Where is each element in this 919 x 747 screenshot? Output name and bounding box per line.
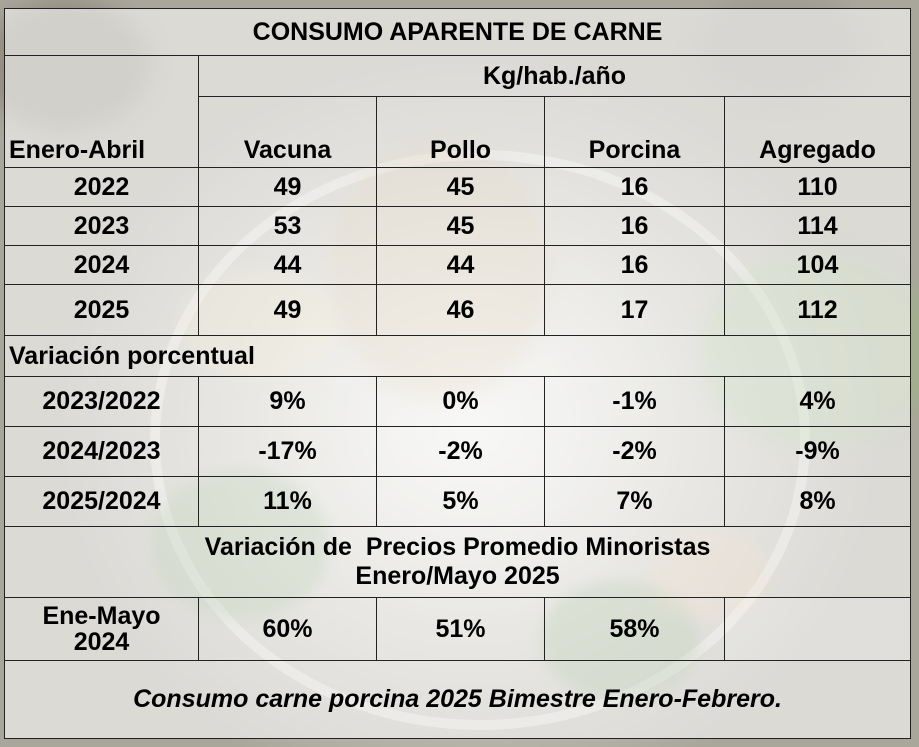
value-cell: 11% — [198, 476, 377, 527]
price-period-line1: Ene-Mayo — [42, 601, 161, 630]
value-cell: 112 — [723, 284, 912, 336]
value-cell: 8% — [723, 476, 912, 527]
variation-period-label: 2024/2023 — [4, 426, 199, 477]
value-cell: 49 — [198, 167, 377, 207]
price-title-line2: Enero/Mayo 2025 — [355, 562, 560, 590]
price-title-line1: Variación de Precios Promedio Minoristas — [204, 533, 711, 562]
value-cell: 51% — [376, 597, 545, 661]
price-section-title: Variación de Precios Promedio Minoristas… — [3, 526, 912, 598]
column-header-agregado: Agregado — [723, 96, 912, 168]
table-row: 2023 53 45 16 114 — [4, 206, 912, 246]
value-cell: -9% — [723, 426, 912, 477]
value-cell: 49 — [198, 284, 377, 336]
value-cell — [723, 597, 912, 661]
value-cell: -2% — [376, 426, 545, 477]
value-cell: 46 — [376, 284, 545, 336]
value-cell: 114 — [723, 206, 912, 246]
value-cell: 45 — [376, 206, 545, 246]
variation-section-title: Variación porcentual — [3, 335, 912, 377]
table-row: 2024/2023 -17% -2% -2% -9% — [4, 426, 912, 477]
value-cell: -2% — [544, 426, 725, 477]
value-cell: 44 — [198, 245, 377, 285]
table-row: 2022 49 45 16 110 — [4, 167, 912, 207]
year-label: 2022 — [4, 167, 199, 207]
table-row: Ene-Mayo 2024 60% 51% 58% — [4, 597, 912, 661]
value-cell: 16 — [544, 206, 725, 246]
value-cell: 58% — [544, 597, 725, 661]
period-header: Enero-Abril — [4, 55, 199, 168]
meat-consumption-table: CONSUMO APARENTE DE CARNE Enero-Abril Kg… — [3, 8, 912, 739]
value-cell: 16 — [544, 167, 725, 207]
value-cell: 45 — [376, 167, 545, 207]
variation-period-label: 2023/2022 — [4, 376, 199, 427]
column-header-pollo: Pollo — [376, 96, 545, 168]
value-cell: -17% — [198, 426, 377, 477]
value-cell: 53 — [198, 206, 377, 246]
value-cell: 16 — [544, 245, 725, 285]
unit-header: Kg/hab./año — [197, 55, 912, 97]
value-cell: 0% — [376, 376, 545, 427]
table-title: CONSUMO APARENTE DE CARNE — [3, 8, 912, 56]
footnote: Consumo carne porcina 2025 Bimestre Ener… — [3, 660, 912, 739]
variation-period-label: 2025/2024 — [4, 476, 199, 527]
value-cell: 44 — [376, 245, 545, 285]
table-row: 2025/2024 11% 5% 7% 8% — [4, 476, 912, 527]
year-label: 2025 — [4, 284, 199, 336]
value-cell: 60% — [198, 597, 377, 661]
price-period-label: Ene-Mayo 2024 — [4, 597, 199, 661]
value-cell: 4% — [723, 376, 912, 427]
price-period-line2: 2024 — [73, 628, 130, 656]
value-cell: 5% — [376, 476, 545, 527]
value-cell: -1% — [544, 376, 725, 427]
year-label: 2023 — [4, 206, 199, 246]
year-label: 2024 — [4, 245, 199, 285]
value-cell: 110 — [723, 167, 912, 207]
table-row: 2023/2022 9% 0% -1% 4% — [4, 376, 912, 427]
value-cell: 104 — [723, 245, 912, 285]
value-cell: 7% — [544, 476, 725, 527]
column-header-porcina: Porcina — [544, 96, 725, 168]
table-row: 2024 44 44 16 104 — [4, 245, 912, 285]
column-header-vacuna: Vacuna — [198, 96, 377, 168]
table-row: 2025 49 46 17 112 — [4, 284, 912, 336]
value-cell: 17 — [544, 284, 725, 336]
value-cell: 9% — [198, 376, 377, 427]
